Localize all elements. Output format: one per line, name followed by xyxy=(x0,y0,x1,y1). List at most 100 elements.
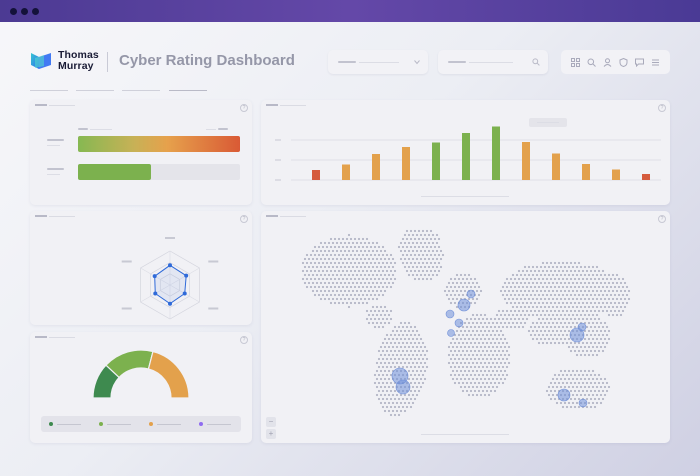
map-dot xyxy=(381,325,385,329)
map-dot xyxy=(357,277,361,281)
filter-select-1[interactable] xyxy=(328,50,428,74)
map-dot xyxy=(319,241,323,245)
map-dot xyxy=(551,313,555,317)
legend-dot[interactable] xyxy=(49,422,53,426)
map-dot xyxy=(573,285,577,289)
map-dot xyxy=(361,293,365,297)
map-dot xyxy=(365,253,369,257)
user-icon[interactable] xyxy=(603,57,612,67)
map-dot xyxy=(521,285,525,289)
zoom-out-button[interactable]: − xyxy=(266,417,276,427)
grid-icon[interactable] xyxy=(570,57,580,67)
map-dot xyxy=(573,301,577,305)
map-dot xyxy=(571,289,575,293)
search-icon[interactable] xyxy=(587,58,596,67)
map-dot xyxy=(471,385,475,389)
search-select[interactable] xyxy=(438,50,548,74)
map-dot xyxy=(475,297,479,301)
map-dot xyxy=(345,261,349,265)
map-dot xyxy=(615,305,619,309)
brand-logo[interactable]: Thomas Murray xyxy=(30,50,99,72)
breadcrumb-item[interactable] xyxy=(122,90,160,91)
map-dot xyxy=(427,249,431,253)
help-icon[interactable]: ? xyxy=(240,104,248,112)
map-dot xyxy=(565,373,569,377)
map-dot xyxy=(451,369,455,373)
map-dot xyxy=(317,293,321,297)
map-dot xyxy=(577,261,581,265)
map-dot xyxy=(337,301,341,305)
world-map[interactable] xyxy=(261,211,670,443)
window-close-dot[interactable] xyxy=(10,8,17,15)
map-dot xyxy=(547,385,551,389)
map-dot xyxy=(541,261,545,265)
map-dot xyxy=(477,317,481,321)
map-dot xyxy=(499,329,503,333)
map-dot xyxy=(621,301,625,305)
map-dot xyxy=(565,405,569,409)
map-dot xyxy=(585,277,589,281)
map-dot xyxy=(515,281,519,285)
map-dot xyxy=(313,277,317,281)
map-dot xyxy=(497,381,501,385)
window-minimize-dot[interactable] xyxy=(21,8,28,15)
map-dot xyxy=(585,293,589,297)
help-icon[interactable]: ? xyxy=(658,215,666,223)
map-dot xyxy=(375,241,379,245)
map-dot xyxy=(593,293,597,297)
map-dot xyxy=(569,277,573,281)
legend-dot[interactable] xyxy=(149,422,153,426)
map-dot xyxy=(607,385,611,389)
map-dot xyxy=(543,313,547,317)
map-dot xyxy=(477,333,481,337)
map-dot xyxy=(587,393,591,397)
map-dot xyxy=(463,385,467,389)
map-dot xyxy=(583,265,587,269)
map-dot xyxy=(611,281,615,285)
help-icon[interactable]: ? xyxy=(658,104,666,112)
map-dot xyxy=(465,277,469,281)
map-dot xyxy=(589,325,593,329)
map-dot xyxy=(475,345,479,349)
map-dot xyxy=(545,325,549,329)
map-dot xyxy=(393,341,397,345)
map-dot xyxy=(357,293,361,297)
map-dot xyxy=(411,265,415,269)
help-icon[interactable]: ? xyxy=(240,336,248,344)
chat-icon[interactable] xyxy=(635,58,645,67)
map-dot xyxy=(559,305,563,309)
help-icon[interactable]: ? xyxy=(240,215,248,223)
map-dot xyxy=(603,273,607,277)
map-dot xyxy=(493,357,497,361)
window-maximize-dot[interactable] xyxy=(32,8,39,15)
zoom-in-button[interactable]: + xyxy=(266,429,276,439)
map-dot xyxy=(477,293,481,297)
map-dot xyxy=(491,369,495,373)
map-footer-placeholder xyxy=(421,434,509,435)
map-dot xyxy=(591,273,595,277)
legend-dot[interactable] xyxy=(99,422,103,426)
map-dot xyxy=(497,357,501,361)
radar-axis-label xyxy=(121,307,132,310)
map-dot xyxy=(601,341,605,345)
breadcrumb-item-active[interactable] xyxy=(169,90,207,91)
map-dot xyxy=(553,389,557,393)
map-dot xyxy=(623,289,627,293)
map-dot xyxy=(561,317,565,321)
map-dot xyxy=(327,297,331,301)
map-dot xyxy=(605,277,609,281)
map-dot xyxy=(333,237,337,241)
map-dot xyxy=(519,297,523,301)
shield-icon[interactable] xyxy=(619,57,628,67)
chart-legend-chip[interactable] xyxy=(529,118,567,127)
map-bubble xyxy=(569,327,585,343)
map-dot xyxy=(455,345,459,349)
map-dot xyxy=(525,285,529,289)
map-dot xyxy=(597,333,601,337)
breadcrumb-item[interactable] xyxy=(30,90,68,91)
map-dot xyxy=(581,317,585,321)
menu-icon[interactable] xyxy=(651,58,660,67)
legend-dot[interactable] xyxy=(199,422,203,426)
breadcrumb-item[interactable] xyxy=(76,90,114,91)
map-dot xyxy=(503,297,507,301)
